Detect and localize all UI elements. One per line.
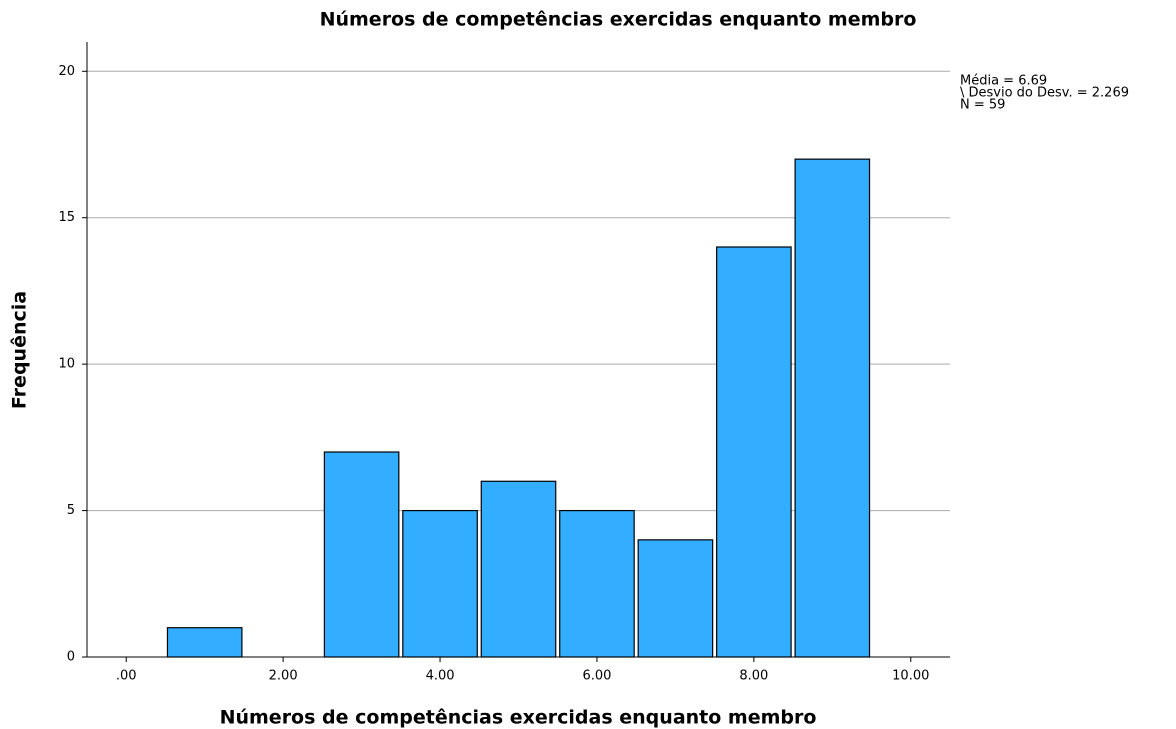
bar [716,246,792,658]
y-tick-label: 10 [58,357,75,372]
stats-text: \ Desvio do Desv. = 2.269 [960,86,1129,101]
bar [559,509,635,658]
y-tick-label: 0 [67,650,75,665]
x-tick-label: .00 [116,669,137,684]
bar [402,509,478,658]
x-axis-label: Números de competências exercidas enquan… [220,707,817,729]
bar [480,480,557,658]
bar [794,158,871,658]
chart-title: Números de competências exercidas enquan… [320,9,917,31]
bar [637,539,714,658]
y-tick-label: 15 [58,210,75,225]
x-tick-label: 6.00 [582,669,611,684]
stats-text: Média = 6.69 [960,74,1047,89]
bar [166,627,243,658]
x-tick-label: 10.00 [892,669,929,684]
y-tick-label: 20 [58,64,75,79]
stats-text: N = 59 [960,98,1005,113]
x-tick-label: 4.00 [426,669,455,684]
y-axis-label: Frequência [9,291,31,409]
x-tick-label: 2.00 [269,669,298,684]
y-tick-label: 5 [67,503,75,518]
bar [323,451,400,658]
x-tick-label: 8.00 [739,669,768,684]
